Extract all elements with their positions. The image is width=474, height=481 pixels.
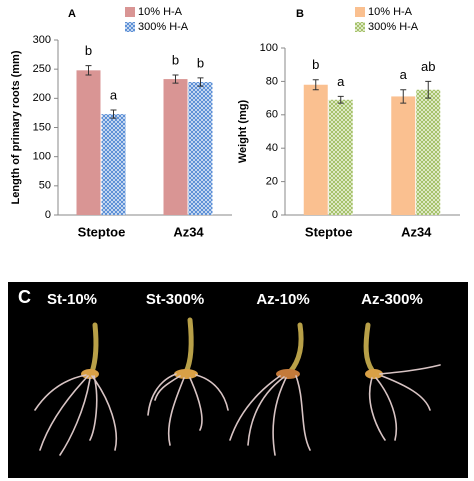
photo-caption: Az-10%: [256, 291, 309, 308]
bar: [163, 79, 188, 215]
bar: [188, 82, 213, 215]
legend-swatch: [125, 22, 135, 32]
photo-caption: Az-300%: [361, 291, 423, 308]
legend-label: 300% H-A: [138, 21, 189, 33]
photo-caption: St-300%: [146, 291, 204, 308]
error-bar: [337, 95, 344, 104]
bar: [101, 114, 126, 215]
y-tick-label: 300: [33, 34, 51, 46]
y-tick-label: 250: [33, 63, 51, 75]
panel-label: C: [18, 287, 31, 307]
x-tick-label: Steptoe: [78, 224, 126, 239]
x-tick-label: Az34: [173, 224, 204, 239]
legend-swatch: [355, 7, 365, 17]
bar: [416, 89, 441, 215]
y-tick-label: 50: [39, 180, 51, 192]
y-axis-label: Weight (mg): [237, 99, 249, 163]
significance-letter: ab: [421, 59, 435, 74]
significance-letter: b: [312, 57, 319, 72]
error-bar: [425, 80, 432, 99]
significance-letter: b: [85, 43, 92, 58]
legend-label: 10% H-A: [368, 6, 413, 18]
error-bar: [312, 79, 319, 91]
significance-letter: a: [400, 67, 408, 82]
bar: [303, 84, 328, 216]
root-illustration: [34, 317, 441, 456]
y-tick-label: 100: [260, 42, 278, 54]
photo-caption: St-10%: [47, 291, 97, 308]
x-tick-label: Az34: [401, 224, 432, 239]
y-tick-label: 200: [33, 92, 51, 104]
y-tick-label: 100: [33, 151, 51, 163]
y-tick-label: 60: [266, 109, 278, 121]
error-bar: [172, 74, 179, 84]
error-bar: [110, 109, 117, 119]
legend-swatch: [125, 7, 135, 17]
error-bar: [197, 77, 204, 87]
y-tick-label: 40: [266, 142, 278, 154]
y-axis-label: Length of primary roots (mm): [10, 50, 22, 204]
panel-label: B: [296, 8, 304, 20]
y-tick-label: 0: [45, 209, 51, 221]
panel-label: A: [68, 8, 76, 20]
legend-swatch: [355, 22, 365, 32]
bar: [391, 96, 416, 215]
legend-label: 300% H-A: [368, 21, 419, 33]
legend-label: 10% H-A: [138, 6, 183, 18]
bar: [328, 99, 353, 215]
error-bar: [85, 65, 92, 76]
significance-letter: b: [197, 55, 204, 70]
significance-letter: a: [110, 87, 118, 102]
y-tick-label: 0: [272, 209, 278, 221]
error-bar: [400, 89, 407, 104]
x-tick-label: Steptoe: [305, 224, 353, 239]
significance-letter: b: [172, 52, 179, 67]
significance-letter: a: [337, 74, 345, 89]
photo-background: [8, 282, 468, 478]
y-tick-label: 20: [266, 176, 278, 188]
y-tick-label: 150: [33, 121, 51, 133]
y-tick-label: 80: [266, 75, 278, 87]
bar: [76, 70, 101, 215]
